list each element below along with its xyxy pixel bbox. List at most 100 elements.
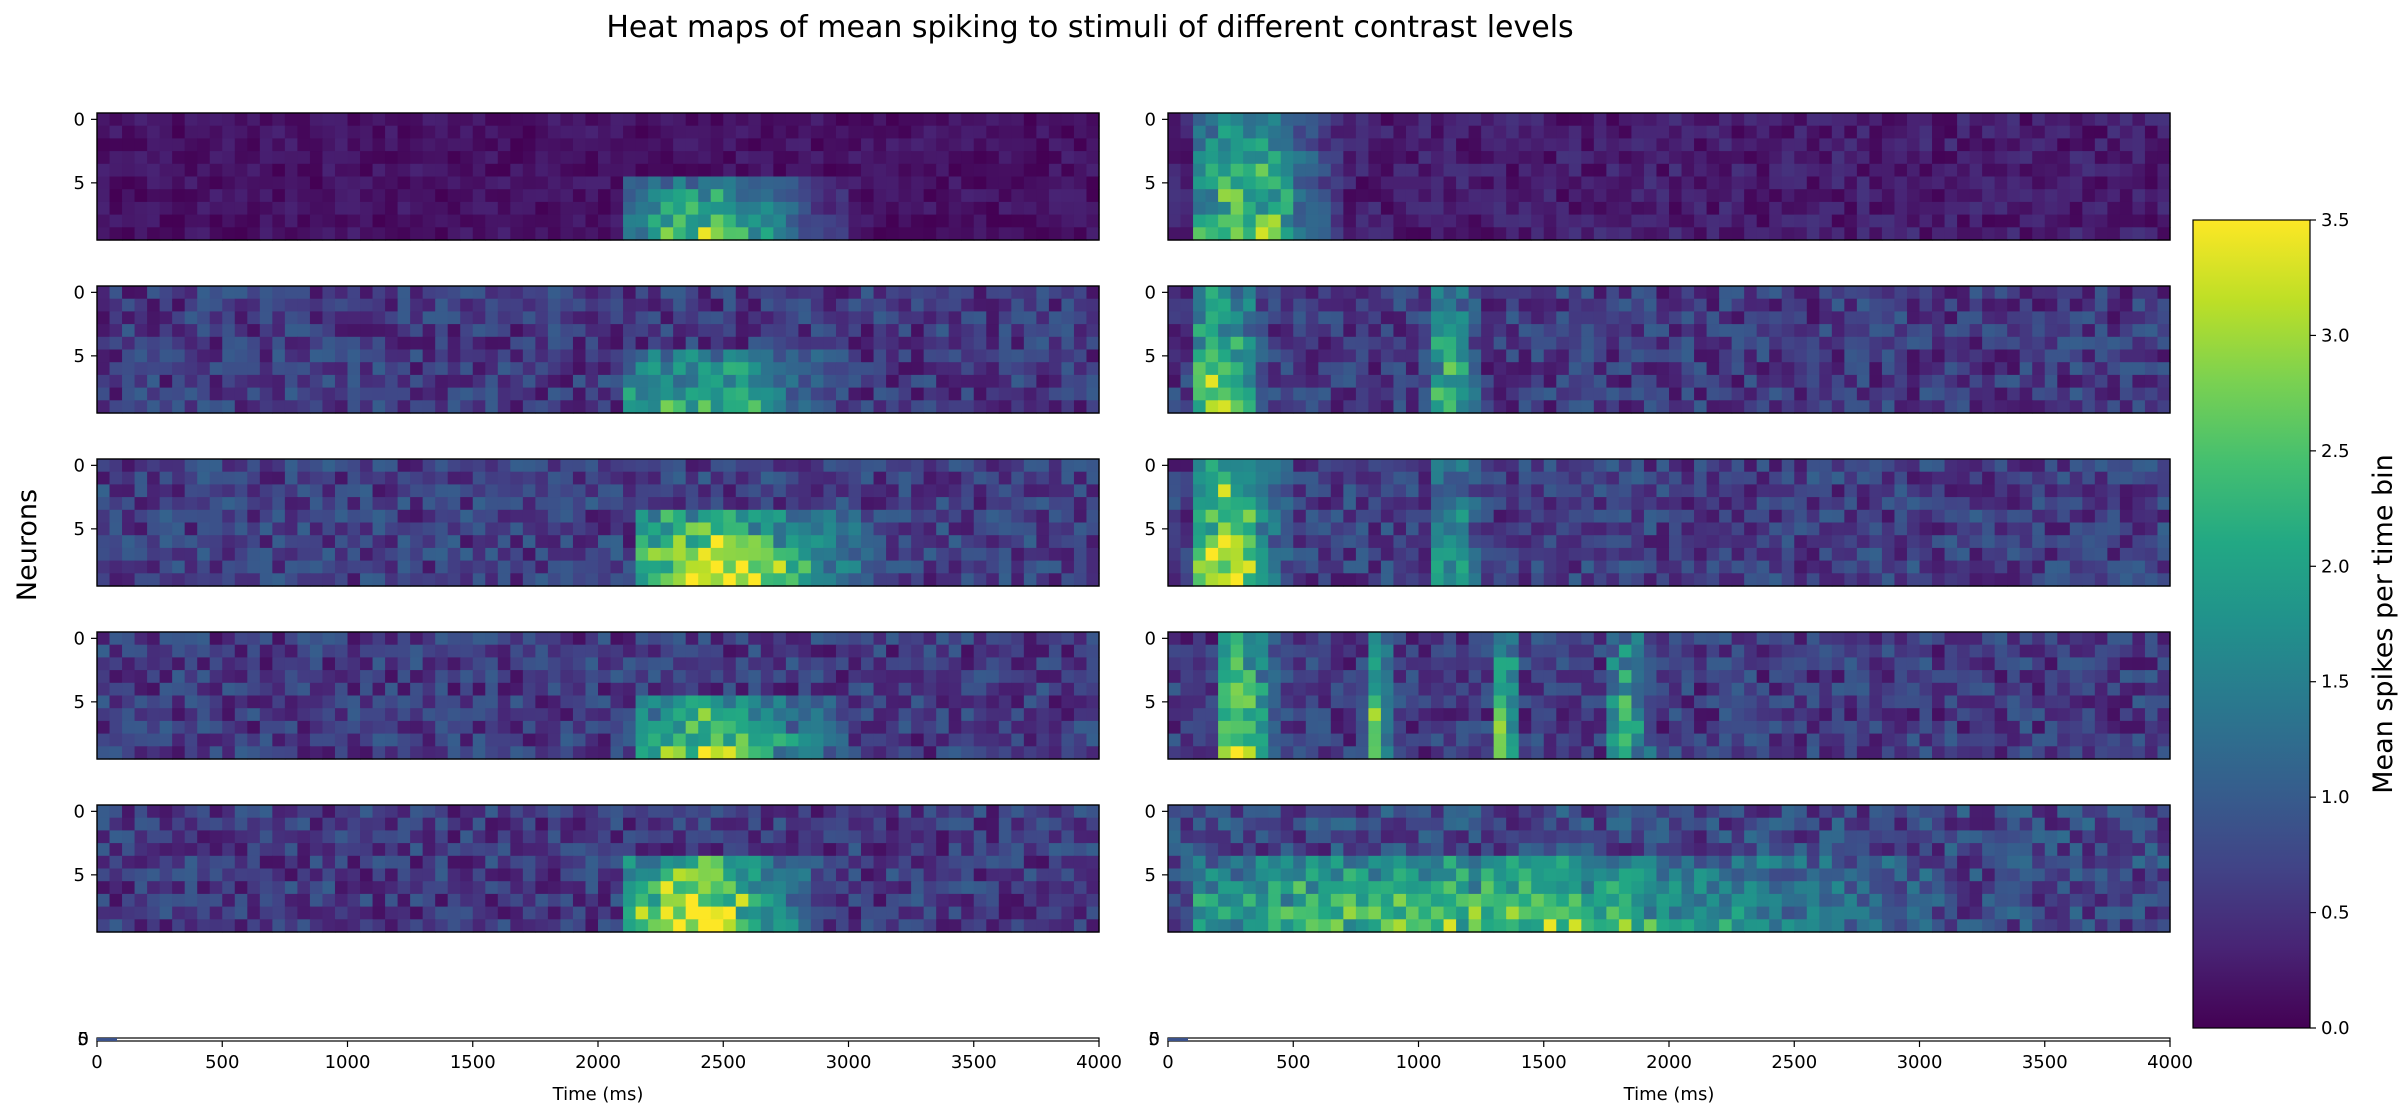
heatmap-cell <box>810 336 825 351</box>
heatmap-cell <box>936 374 950 389</box>
heatmap-cell <box>1481 189 1495 203</box>
heatmap-cell <box>635 805 649 819</box>
heatmap-cell <box>109 324 123 338</box>
heatmap-cell <box>259 374 273 389</box>
heatmap-cell <box>785 214 800 228</box>
heatmap-cell <box>360 113 374 127</box>
heatmap-cell <box>798 855 812 870</box>
heatmap-cell <box>1230 214 1244 228</box>
heatmap-cell <box>598 644 612 658</box>
heatmap-cell <box>560 298 574 312</box>
heatmap-cell <box>823 214 837 228</box>
heatmap-cell <box>447 374 461 389</box>
heatmap-cell <box>435 497 449 511</box>
heatmap-cell <box>585 214 599 228</box>
heatmap-cell <box>234 682 248 697</box>
heatmap-cell <box>272 400 286 414</box>
heatmap-cell <box>234 573 248 587</box>
heatmap-cell <box>422 817 436 831</box>
heatmap-cell <box>673 560 687 574</box>
heatmap-cell <box>422 843 436 857</box>
heatmap-cell <box>97 919 111 933</box>
heatmap-cell <box>848 125 862 139</box>
heatmap-cell <box>835 720 850 735</box>
heatmap-cell <box>122 535 136 549</box>
heatmap-cell <box>785 682 800 697</box>
heatmap-cell <box>948 176 962 190</box>
heatmap-cell <box>510 484 524 498</box>
heatmap-cell <box>1643 125 1658 139</box>
heatmap-cell <box>184 362 198 376</box>
heatmap-cell <box>172 201 186 216</box>
heatmap-cell <box>309 113 324 127</box>
heatmap-cell <box>773 720 787 735</box>
heatmap-cell <box>259 151 273 165</box>
heatmap-cell <box>234 906 248 920</box>
heatmap-cell <box>835 497 850 511</box>
heatmap-cell <box>735 893 749 908</box>
heatmap-cell <box>522 682 536 697</box>
heatmap-cell <box>1906 286 1921 300</box>
heatmap-cell <box>798 919 812 933</box>
heatmap-cell <box>798 113 812 127</box>
heatmap-cell <box>1048 720 1063 735</box>
heatmap-cell <box>309 324 324 338</box>
heatmap-cell <box>435 695 449 709</box>
heatmap-cell <box>798 657 812 671</box>
heatmap-cell <box>1023 227 1037 241</box>
heatmap-cell <box>397 349 411 363</box>
heatmap-cell <box>660 484 674 498</box>
heatmap-cell <box>385 387 399 401</box>
heatmap-cell <box>360 189 374 203</box>
heatmap-cell <box>147 349 161 363</box>
heatmap-cell <box>97 547 111 562</box>
heatmap-cell <box>660 459 674 473</box>
heatmap-cell <box>447 362 461 376</box>
heatmap-cell <box>2007 125 2021 139</box>
heatmap-cell <box>861 400 875 414</box>
heatmap-cell <box>735 349 749 363</box>
heatmap-cell <box>948 214 962 228</box>
heatmap-cell <box>259 805 273 819</box>
heatmap-cell <box>2069 151 2083 165</box>
heatmap-cell <box>810 387 825 401</box>
heatmap-cell <box>1468 298 1482 312</box>
heatmap-cell <box>522 400 536 414</box>
heatmap-cell <box>435 919 449 933</box>
heatmap-cell <box>535 657 549 671</box>
heatmap-cell <box>911 459 925 473</box>
heatmap-cell <box>234 632 248 646</box>
heatmap-cell <box>1086 547 1100 562</box>
heatmap-cell <box>973 400 987 414</box>
heatmap-cell <box>447 176 461 190</box>
heatmap-cell <box>748 535 762 549</box>
heatmap-cell <box>510 298 524 312</box>
heatmap-cell <box>234 695 248 709</box>
heatmap-cell <box>159 893 173 908</box>
heatmap-cell <box>810 720 825 735</box>
heatmap-cell <box>109 560 123 574</box>
heatmap-cell <box>322 151 336 165</box>
heatmap-cell <box>147 843 161 857</box>
heatmap-cell <box>234 459 248 473</box>
heatmap-cell <box>1230 163 1244 178</box>
heatmap-cell <box>923 176 937 190</box>
heatmap-cell <box>785 484 800 498</box>
heatmap-cell <box>134 387 148 401</box>
heatmap-cell <box>234 484 248 498</box>
heatmap-cell <box>835 708 850 722</box>
heatmap-cell <box>109 547 123 562</box>
heatmap-cell <box>1568 138 1582 152</box>
heatmap-cell <box>309 682 324 697</box>
heatmap-cell <box>760 919 774 933</box>
heatmap-cell <box>961 720 975 735</box>
heatmap-cell <box>247 868 261 882</box>
heatmap-cell <box>572 733 587 747</box>
heatmap-cell <box>159 151 173 165</box>
heatmap-cell <box>1831 113 1845 127</box>
heatmap-cell <box>723 720 737 735</box>
heatmap-cell <box>660 805 674 819</box>
heatmap-cell <box>172 362 186 376</box>
heatmap-cell <box>685 644 699 658</box>
heatmap-cell <box>134 471 148 485</box>
